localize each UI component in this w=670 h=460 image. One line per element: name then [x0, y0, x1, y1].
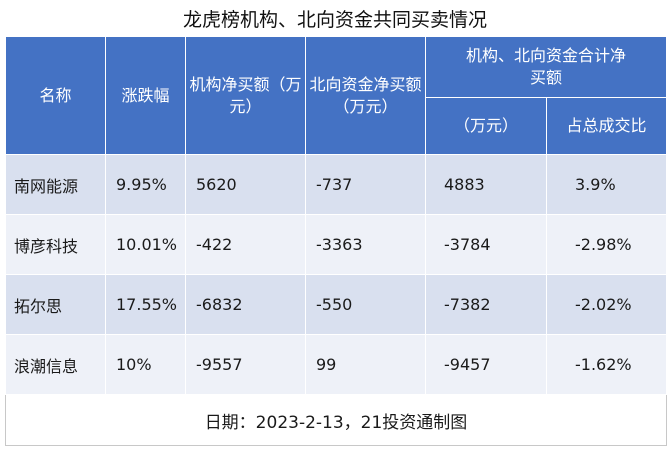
cell-change: 9.95% [105, 154, 186, 215]
header-inst-net: 机构净买额（万元） [185, 36, 306, 155]
table-footer: 日期：2023-2-13，21投资通制图 [4, 394, 668, 446]
cell-name: 浪潮信息 [5, 334, 106, 395]
header-name: 名称 [5, 36, 106, 155]
cell-inst-net: 5620 [185, 154, 306, 215]
header-combined-wan: （万元） [425, 97, 547, 155]
table-row: 南网能源 9.95% 5620 -737 4883 3.9% [5, 154, 668, 215]
cell-change: 17.55% [105, 274, 186, 335]
cell-change: 10% [105, 334, 186, 395]
cell-north-net: -3363 [305, 214, 426, 275]
table-row: 拓尔思 17.55% -6832 -550 -7382 -2.02% [5, 274, 668, 335]
cell-north-net: -737 [305, 154, 426, 215]
dragon-tiger-table: 名称 涨跌幅 机构净买额（万元） 北向资金净买额（万元） 机构、北向资金合计净买… [4, 36, 668, 446]
header-ratio: 占总成交比 [545, 97, 668, 155]
cell-change: 10.01% [105, 214, 186, 275]
table-row: 博彦科技 10.01% -422 -3363 -3784 -2.98% [5, 214, 668, 275]
table-title: 龙虎榜机构、北向资金共同买卖情况 [182, 9, 487, 31]
cell-ratio: -2.02% [545, 274, 668, 335]
cell-inst-net: -9557 [185, 334, 306, 395]
cell-combined: -9457 [425, 334, 547, 395]
cell-combined: -3784 [425, 214, 547, 275]
cell-name: 拓尔思 [5, 274, 106, 335]
cell-north-net: 99 [305, 334, 426, 395]
cell-ratio: 3.9% [545, 154, 668, 215]
cell-ratio: -1.62% [545, 334, 668, 395]
cell-north-net: -550 [305, 274, 426, 335]
cell-name: 博彦科技 [5, 214, 106, 275]
cell-inst-net: -6832 [185, 274, 306, 335]
table-row: 浪潮信息 10% -9557 99 -9457 -1.62% [5, 334, 668, 395]
cell-inst-net: -422 [185, 214, 306, 275]
header-change: 涨跌幅 [105, 36, 186, 155]
cell-name: 南网能源 [5, 154, 106, 215]
cell-combined: -7382 [425, 274, 547, 335]
header-north-net: 北向资金净买额（万元） [305, 36, 426, 155]
cell-ratio: -2.98% [545, 214, 668, 275]
cell-combined: 4883 [425, 154, 547, 215]
header-combined-group: 机构、北向资金合计净买额 [424, 36, 668, 98]
